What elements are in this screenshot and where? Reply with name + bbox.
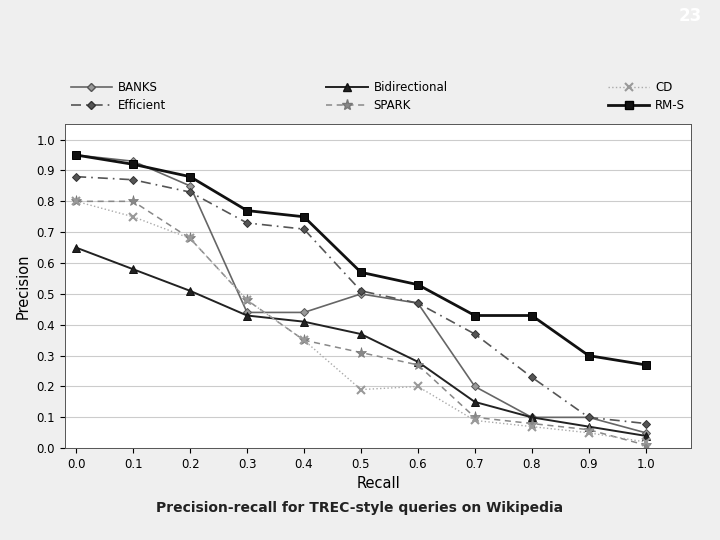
X-axis label: Recall: Recall <box>356 476 400 491</box>
Y-axis label: Precision: Precision <box>16 253 31 319</box>
Text: Precision-recall for TREC-style queries on Wikipedia: Precision-recall for TREC-style queries … <box>156 501 564 515</box>
Text: 23: 23 <box>679 8 702 25</box>
Legend: BANKS, Efficient, Bidirectional, SPARK, CD, RM-S: BANKS, Efficient, Bidirectional, SPARK, … <box>71 81 685 112</box>
